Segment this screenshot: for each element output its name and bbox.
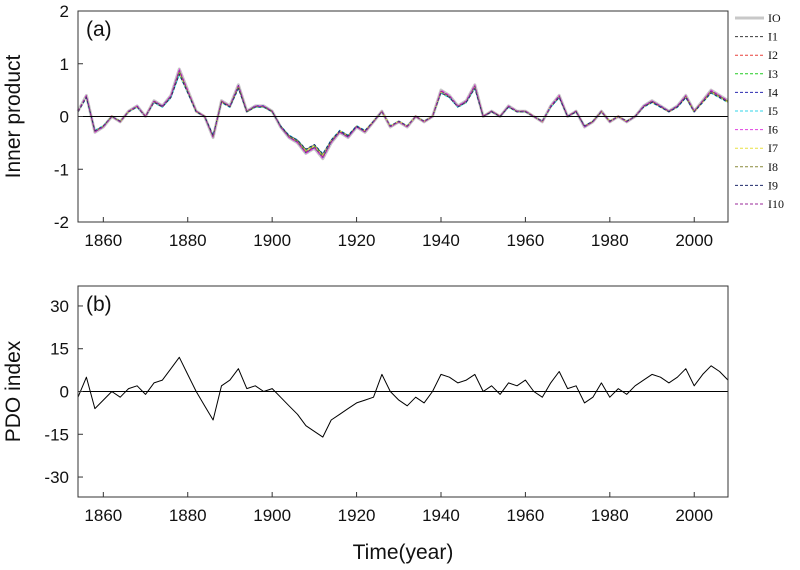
x-tick-label: 1880 <box>169 231 207 250</box>
legend-label-i8: I8 <box>768 160 778 174</box>
legend-label-io: IO <box>768 11 781 25</box>
legend-label-i10: I10 <box>768 197 784 211</box>
legend-label-i9: I9 <box>768 178 778 192</box>
y-tick-label: -30 <box>44 468 69 487</box>
y-axis-title: Inner product <box>2 54 25 178</box>
x-tick-label: 1960 <box>506 506 544 525</box>
legend-label-i2: I2 <box>768 48 778 62</box>
y-axis-title: PDO index <box>2 340 25 442</box>
x-tick-label: 1920 <box>338 231 376 250</box>
y-tick-label: 1 <box>60 55 69 74</box>
series-line-i10 <box>77 70 729 158</box>
y-tick-label: -2 <box>54 213 69 232</box>
y-tick-label: 0 <box>60 108 69 127</box>
panel-label: (b) <box>86 293 112 316</box>
x-tick-label: 2000 <box>675 506 713 525</box>
y-tick-label: 30 <box>50 297 69 316</box>
x-tick-label: 1920 <box>338 506 376 525</box>
y-tick-label: 15 <box>50 340 69 359</box>
series-line-i5 <box>77 74 729 154</box>
x-tick-label: 1960 <box>506 231 544 250</box>
legend-label-i6: I6 <box>768 123 778 137</box>
x-tick-label: 1860 <box>84 231 122 250</box>
legend-label-i5: I5 <box>768 104 778 118</box>
y-tick-label: -15 <box>44 425 69 444</box>
x-tick-label: 1980 <box>591 506 629 525</box>
y-tick-label: 2 <box>60 2 69 21</box>
y-tick-label: -1 <box>54 160 69 179</box>
x-tick-label: 1940 <box>422 231 460 250</box>
legend-label-i7: I7 <box>768 141 778 155</box>
x-tick-label: 1880 <box>169 506 207 525</box>
series-line-pdo <box>77 356 729 438</box>
x-tick-label: 1900 <box>253 231 291 250</box>
x-tick-label: 1860 <box>84 506 122 525</box>
panel-b: 1860 1880 1900 1920 1940 1960 1980 2000 -30 -15 0 1… <box>2 285 729 564</box>
y-tick-label: 0 <box>60 383 69 402</box>
legend-label-i4: I4 <box>768 85 778 99</box>
x-axis-title: Time(year) <box>353 541 454 564</box>
panel-a: 1860 1880 1900 1920 1940 1960 1980 2000 -2 -1 0 1 2 (… <box>2 2 784 250</box>
x-tick-label: 1940 <box>422 506 460 525</box>
legend-label-i1: I1 <box>768 30 778 44</box>
x-tick-label: 1980 <box>591 231 629 250</box>
legend-label-i3: I3 <box>768 67 778 81</box>
legend: IO I1 I2 I3 I4 I5 I6 I7 I8 I9 I10 <box>735 11 784 211</box>
x-tick-label: 2000 <box>675 231 713 250</box>
x-tick-label: 1900 <box>253 506 291 525</box>
panel-label: (a) <box>86 18 112 41</box>
